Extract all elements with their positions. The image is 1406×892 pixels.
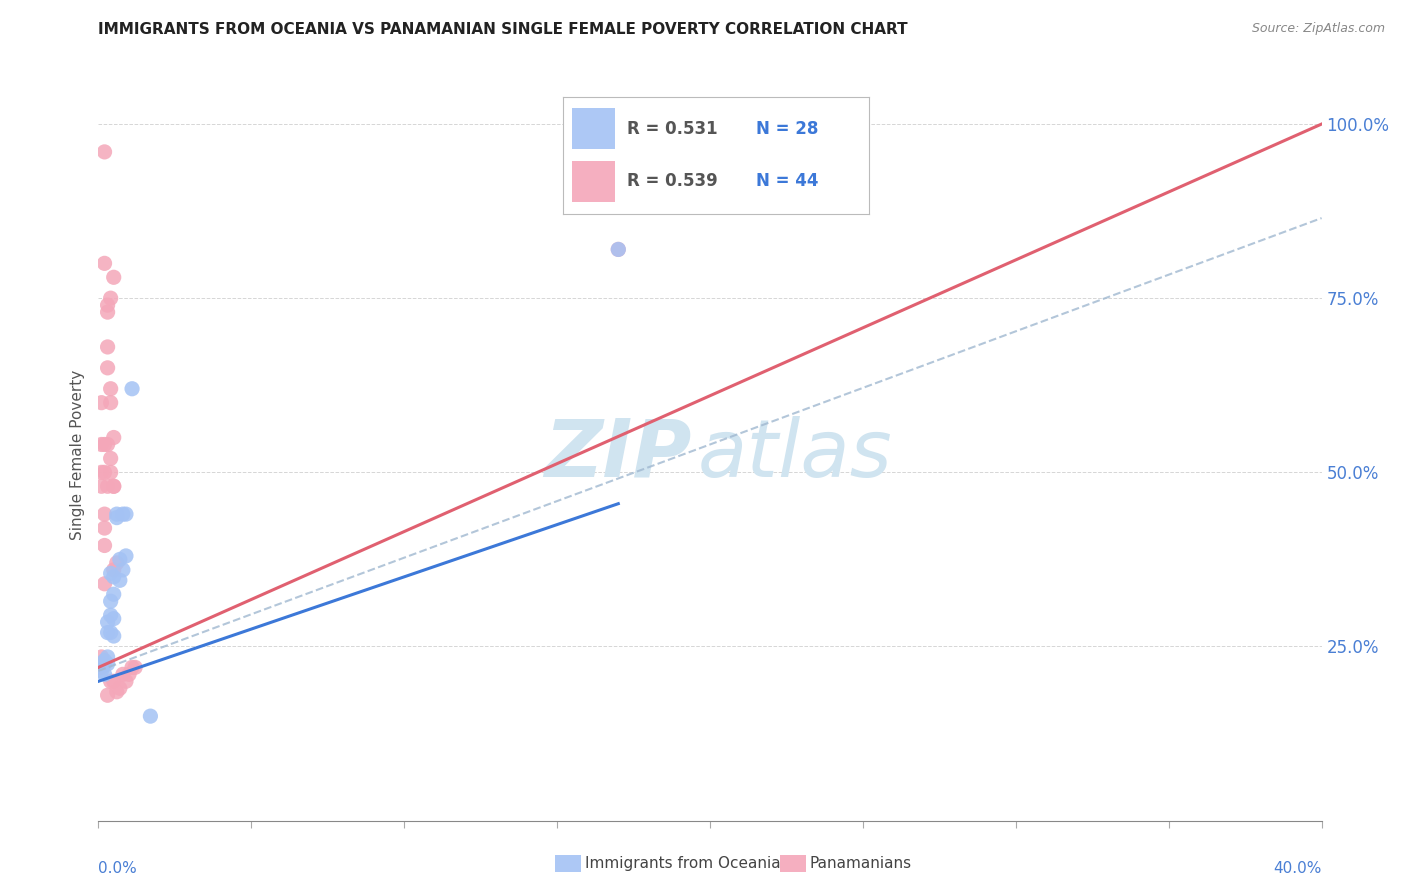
Point	[103, 270, 125, 285]
Point	[93, 657, 115, 671]
Point	[93, 667, 115, 681]
Point	[93, 437, 115, 451]
Point	[124, 660, 146, 674]
Point	[90, 657, 112, 671]
Point	[93, 466, 115, 480]
Point	[100, 674, 122, 689]
Point	[105, 556, 128, 570]
Point	[97, 479, 120, 493]
Point	[97, 688, 120, 702]
Point	[115, 507, 138, 521]
Text: Source: ZipAtlas.com: Source: ZipAtlas.com	[1251, 22, 1385, 36]
Point	[97, 615, 120, 629]
Point	[100, 451, 122, 466]
Point	[93, 539, 115, 553]
Point	[121, 660, 143, 674]
Point	[111, 667, 134, 681]
Point	[97, 298, 120, 312]
Point	[105, 507, 128, 521]
Point	[97, 360, 120, 375]
Point	[90, 657, 112, 671]
Point	[111, 563, 134, 577]
Point	[97, 625, 120, 640]
Point	[93, 653, 115, 667]
Text: Panamanians: Panamanians	[810, 856, 912, 871]
Point	[90, 657, 112, 671]
Point	[607, 243, 630, 257]
Point	[100, 382, 122, 396]
Point	[90, 437, 112, 451]
Point	[90, 479, 112, 493]
Point	[90, 664, 112, 678]
Text: IMMIGRANTS FROM OCEANIA VS PANAMANIAN SINGLE FEMALE POVERTY CORRELATION CHART: IMMIGRANTS FROM OCEANIA VS PANAMANIAN SI…	[98, 22, 908, 37]
Y-axis label: Single Female Poverty: Single Female Poverty	[69, 370, 84, 540]
Point	[97, 305, 120, 319]
Text: atlas: atlas	[697, 416, 893, 494]
Point	[108, 681, 131, 696]
Point	[93, 521, 115, 535]
Point	[103, 587, 125, 601]
Point	[103, 479, 125, 493]
Point	[118, 667, 141, 681]
Point	[100, 291, 122, 305]
Point	[103, 674, 125, 689]
Point	[100, 466, 122, 480]
Point	[108, 552, 131, 566]
Point	[103, 563, 125, 577]
Text: ZIP: ZIP	[544, 416, 692, 494]
Point	[93, 145, 115, 159]
Point	[115, 549, 138, 563]
Point	[121, 382, 143, 396]
Point	[108, 574, 131, 588]
Point	[139, 709, 162, 723]
Point	[103, 479, 125, 493]
Point	[93, 576, 115, 591]
Point	[97, 649, 120, 664]
Point	[97, 340, 120, 354]
Point	[100, 625, 122, 640]
Point	[111, 507, 134, 521]
Point	[90, 660, 112, 674]
Text: Immigrants from Oceania: Immigrants from Oceania	[585, 856, 780, 871]
Text: 0.0%: 0.0%	[98, 861, 138, 876]
Point	[105, 510, 128, 524]
Point	[90, 395, 112, 409]
Point	[100, 566, 122, 581]
Point	[103, 629, 125, 643]
Point	[105, 685, 128, 699]
Point	[90, 466, 112, 480]
Point	[607, 243, 630, 257]
Point	[115, 674, 138, 689]
Point	[93, 507, 115, 521]
Point	[100, 608, 122, 623]
Point	[90, 649, 112, 664]
Point	[103, 612, 125, 626]
Point	[97, 657, 120, 671]
Text: 40.0%: 40.0%	[1274, 861, 1322, 876]
Point	[97, 437, 120, 451]
Point	[103, 430, 125, 444]
Point	[103, 570, 125, 584]
Point	[100, 395, 122, 409]
Point	[93, 256, 115, 270]
Point	[100, 594, 122, 608]
